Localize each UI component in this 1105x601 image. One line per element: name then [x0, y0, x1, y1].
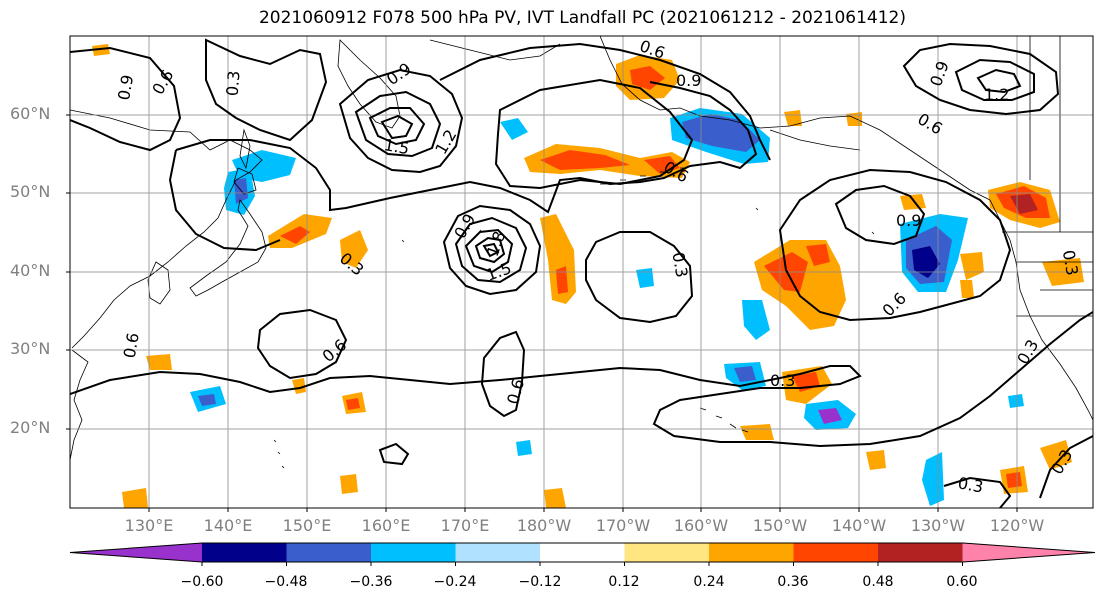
colorbar-tick-label: −0.48 [264, 574, 308, 590]
map-title: 2021060912 F078 500 hPa PV, IVT Landfall… [258, 8, 906, 28]
svg-text:0.3: 0.3 [770, 371, 795, 390]
svg-text:0.9: 0.9 [896, 211, 921, 230]
svg-text:0.3: 0.3 [668, 251, 691, 279]
colorbar-tick-label: 0.48 [862, 574, 894, 590]
svg-text:0.6: 0.6 [503, 377, 528, 407]
colorbar-segment [286, 543, 371, 562]
colorbar-segment [962, 543, 1095, 562]
colorbar-segment [709, 543, 794, 562]
coastlines [70, 36, 1093, 469]
svg-text:0.9: 0.9 [676, 71, 701, 90]
svg-text:0.9: 0.9 [383, 59, 415, 89]
pv-anomaly-fill [92, 44, 1084, 508]
colorbar-tick-label: −0.60 [180, 574, 224, 590]
lat-label-20n: 20°N [10, 418, 51, 437]
svg-text:0.3: 0.3 [223, 70, 244, 97]
svg-text:1.5: 1.5 [484, 258, 514, 285]
svg-text:0.3: 0.3 [1013, 336, 1042, 368]
colorbar-tick-label: 0.60 [946, 574, 978, 590]
svg-text:1.2: 1.2 [984, 85, 1009, 104]
svg-text:0.6: 0.6 [148, 66, 177, 98]
lon-label: 140°E [203, 516, 253, 535]
colorbar-tick-label: 0.24 [693, 574, 725, 590]
colorbar [69, 542, 1096, 566]
svg-text:0.6: 0.6 [914, 109, 946, 138]
colorbar-segment [540, 543, 625, 562]
lat-label-40n: 40°N [10, 261, 51, 280]
colorbar-segment [455, 543, 540, 562]
lon-label: 170°E [440, 516, 490, 535]
lon-label: 180°W [516, 516, 572, 535]
pv-contours [70, 38, 1093, 508]
colorbar-segment [793, 543, 878, 562]
lon-label: 130°E [124, 516, 174, 535]
colorbar-tick-label: −0.12 [518, 574, 562, 590]
colorbar-tick-label: 0.36 [777, 574, 809, 590]
lat-label-50n: 50°N [10, 182, 51, 201]
colorbar-tick-label: 0.12 [608, 574, 640, 590]
colorbar-segment [878, 543, 963, 562]
lon-label: 130°W [910, 516, 966, 535]
lat-label-60n: 60°N [10, 104, 51, 123]
svg-text:0.6: 0.6 [120, 331, 143, 359]
colorbar-segment [70, 543, 202, 562]
svg-text:0.9: 0.9 [114, 73, 137, 101]
lat-label-30n: 30°N [10, 339, 51, 358]
axis-ticks [66, 114, 1018, 512]
colorbar-tick-label: −0.24 [433, 574, 477, 590]
svg-text:0.3: 0.3 [956, 473, 984, 496]
colorbar-tick-label: −0.36 [349, 574, 393, 590]
colorbar-segment [371, 543, 456, 562]
lon-label: 150°W [752, 516, 808, 535]
svg-text:1.2: 1.2 [431, 126, 460, 158]
svg-text:1.8: 1.8 [483, 229, 510, 259]
lon-label: 160°E [361, 516, 411, 535]
lon-label: 160°W [673, 516, 729, 535]
colorbar-segment [202, 543, 287, 562]
graticule [70, 36, 1093, 508]
lon-label: 170°W [595, 516, 651, 535]
svg-text:1.5: 1.5 [382, 135, 410, 158]
lon-label: 120°W [989, 516, 1045, 535]
colorbar-segment [624, 543, 709, 562]
svg-text:0.3: 0.3 [1059, 249, 1082, 277]
lon-label: 150°E [282, 516, 332, 535]
lon-label: 140°W [831, 516, 887, 535]
svg-text:0.9: 0.9 [926, 58, 953, 88]
